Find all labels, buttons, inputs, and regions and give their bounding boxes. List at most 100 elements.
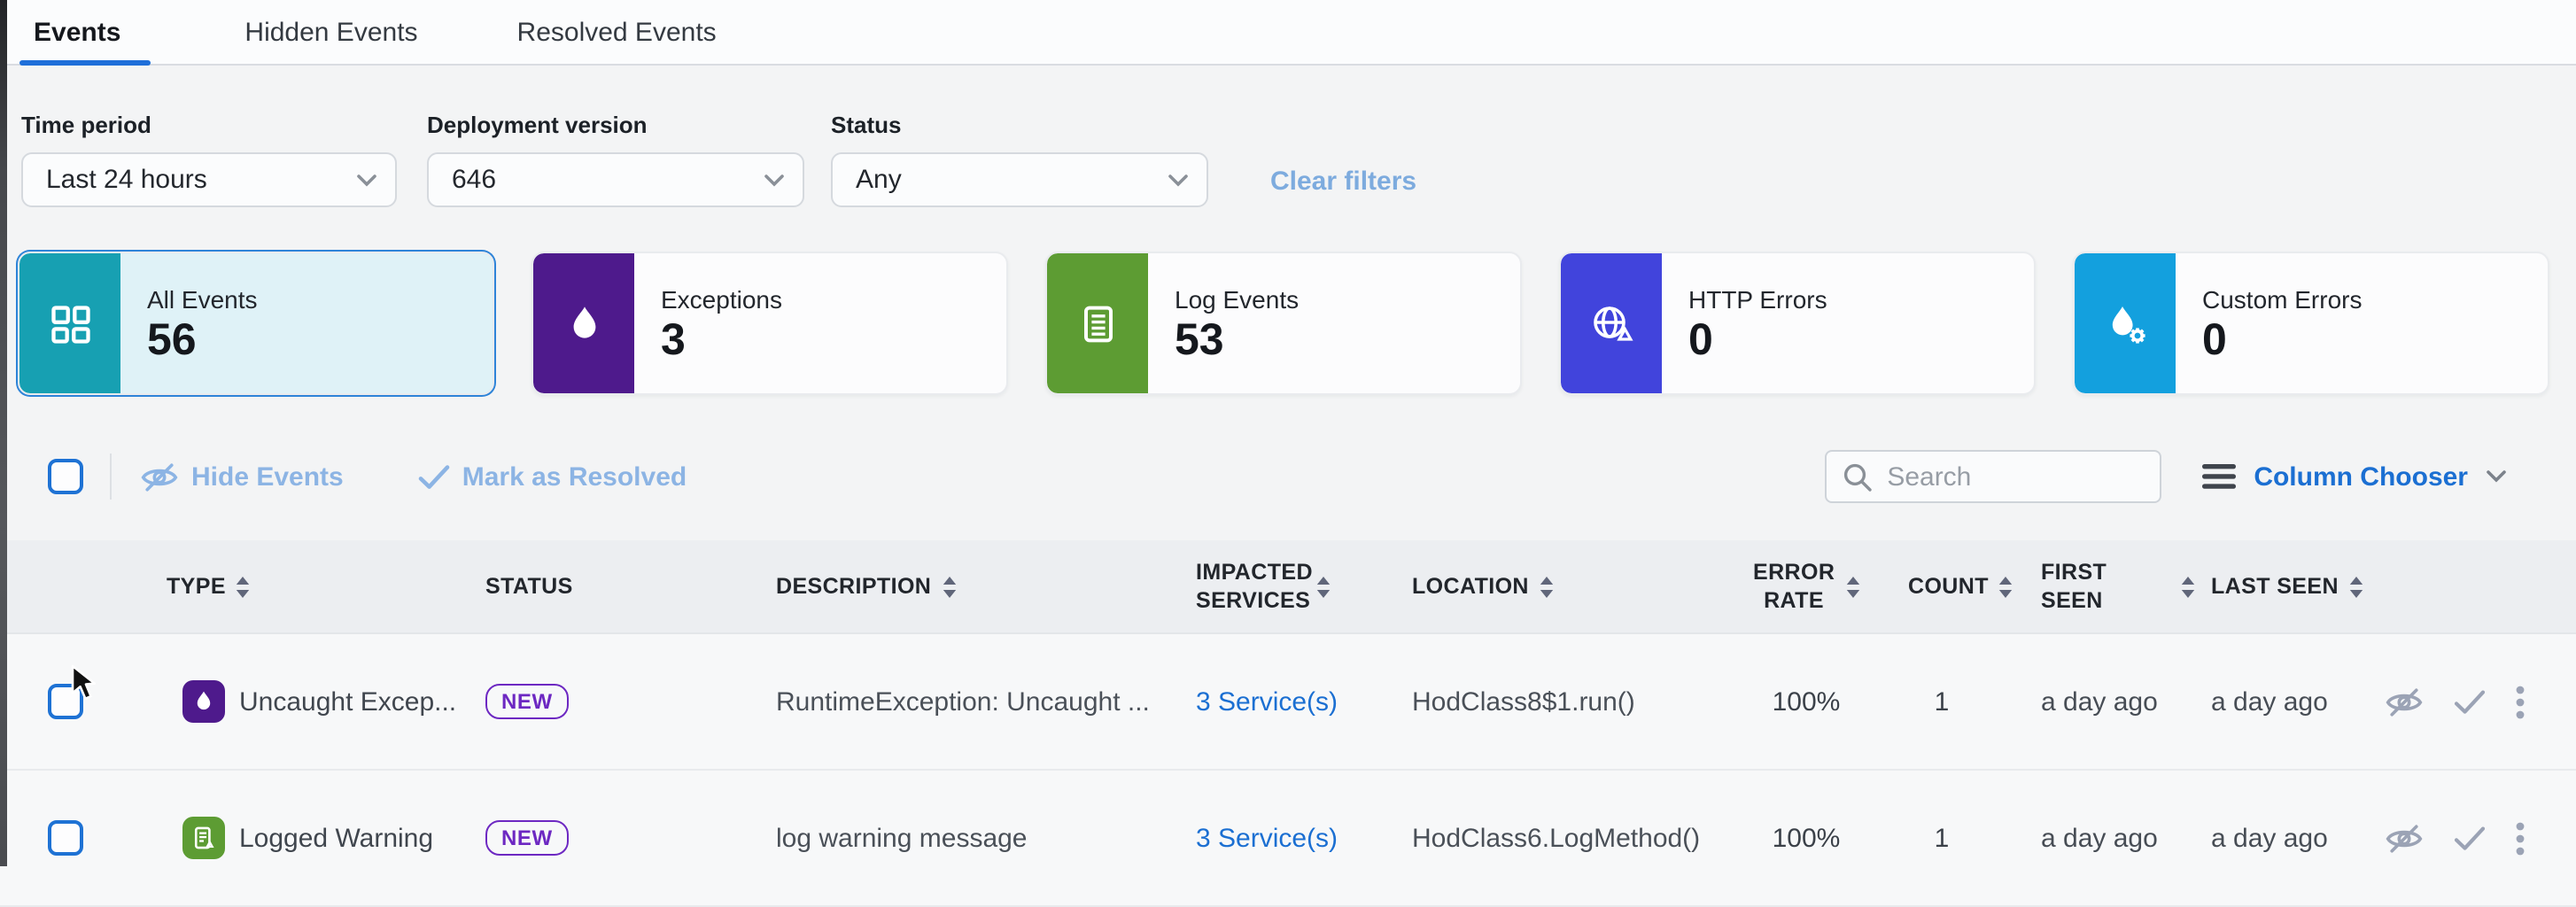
card-log-events-value: 53 (1175, 314, 1224, 364)
deployment-version-value: 646 (452, 165, 497, 195)
card-exceptions[interactable]: Exceptions 3 (531, 252, 1008, 395)
search-input[interactable] (1825, 450, 2162, 503)
column-chooser-button[interactable]: Column Chooser (2202, 461, 2507, 492)
sort-icon[interactable] (1316, 575, 1331, 598)
filter-deployment-version-label: Deployment version (427, 112, 648, 138)
column-status: STATUS (485, 573, 573, 599)
hide-events-label: Hide Events (191, 461, 344, 492)
last-seen-value: a day ago (2211, 686, 2328, 717)
sort-icon[interactable] (2349, 575, 2363, 598)
clear-filters-link[interactable]: Clear filters (1270, 167, 1417, 197)
log-warning-icon (182, 817, 225, 859)
column-location[interactable]: LOCATION (1412, 572, 1740, 601)
table-header: TYPE STATUS DESCRIPTION IMPACTED SERVICE… (0, 540, 2576, 634)
chevron-down-icon (1168, 174, 1188, 186)
active-tab-underline (19, 60, 151, 66)
mark-as-resolved-button[interactable]: Mark as Resolved (418, 461, 687, 492)
deployment-version-select[interactable]: 646 (427, 152, 804, 207)
column-impacted-services[interactable]: IMPACTED SERVICES (1196, 558, 1412, 616)
event-type-label: Logged Warning (239, 823, 434, 853)
status-badge: NEW (485, 684, 569, 719)
event-location: HodClass6.LogMethod() (1412, 823, 1701, 853)
sort-icon[interactable] (1540, 575, 1554, 598)
column-first-seen[interactable]: FIRST SEEN (2011, 558, 2195, 616)
exception-flame-icon (182, 680, 225, 723)
filters-section: Time period Last 24 hours Deployment ver… (0, 66, 2576, 207)
mark-as-resolved-label: Mark as Resolved (462, 461, 687, 492)
sort-icon[interactable] (237, 575, 251, 598)
event-location: HodClass8$1.run() (1412, 686, 1635, 717)
flame-icon (533, 253, 634, 393)
card-all-events[interactable]: All Events 56 (18, 252, 494, 395)
column-last-seen[interactable]: LAST SEEN (2195, 572, 2372, 601)
card-log-events[interactable]: Log Events 53 (1045, 252, 1522, 395)
card-http-errors-label: HTTP Errors (1688, 284, 1827, 313)
status-badge: NEW (485, 820, 569, 856)
search-icon (1844, 463, 1873, 492)
column-chooser-label: Column Chooser (2254, 461, 2468, 492)
sort-icon[interactable] (1999, 575, 2013, 598)
card-custom-errors-value: 0 (2202, 314, 2227, 364)
impacted-services-link[interactable]: 3 Service(s) (1196, 686, 1338, 717)
sort-icon[interactable] (942, 575, 956, 598)
event-description: log warning message (776, 823, 1028, 853)
sort-icon[interactable] (2181, 575, 2195, 598)
hide-event-icon[interactable] (2385, 823, 2424, 853)
filter-status: Status Any (831, 112, 1208, 207)
status-select[interactable]: Any (831, 152, 1208, 207)
resolve-event-icon[interactable] (2454, 688, 2486, 715)
card-exceptions-value: 3 (661, 314, 686, 364)
card-log-events-label: Log Events (1175, 284, 1300, 313)
count-value: 1 (1934, 686, 1950, 717)
tab-resolved-events[interactable]: Resolved Events (517, 0, 717, 64)
column-count[interactable]: COUNT (1873, 572, 2013, 601)
filter-time-period-label: Time period (21, 112, 151, 138)
event-type-label: Uncaught Excep... (239, 686, 457, 717)
tab-events[interactable]: Events (19, 0, 151, 66)
events-table: TYPE STATUS DESCRIPTION IMPACTED SERVICE… (0, 540, 2576, 907)
log-file-icon (1047, 253, 1148, 393)
impacted-services-link[interactable]: 3 Service(s) (1196, 823, 1338, 853)
tab-hidden-events[interactable]: Hidden Events (244, 0, 417, 64)
card-http-errors-value: 0 (1688, 314, 1713, 364)
flame-gear-icon (2075, 253, 2176, 393)
select-all-checkbox[interactable] (48, 459, 83, 494)
table-toolbar: Hide Events Mark as Resolved Column Choo… (0, 439, 2576, 514)
hamburger-icon (2202, 464, 2237, 489)
filter-time-period: Time period Last 24 hours (21, 112, 397, 207)
hide-events-button[interactable]: Hide Events (140, 461, 344, 492)
table-row: Logged Warning NEW log warning message 3… (0, 771, 2576, 907)
last-seen-value: a day ago (2211, 823, 2328, 853)
tab-resolved-events-label: Resolved Events (516, 17, 717, 47)
column-description[interactable]: DESCRIPTION (776, 572, 1196, 601)
card-exceptions-label: Exceptions (661, 284, 782, 313)
first-seen-value: a day ago (2041, 686, 2158, 717)
card-http-errors[interactable]: HTTP Errors 0 (1559, 252, 2036, 395)
kebab-menu-icon[interactable] (2516, 821, 2525, 855)
column-error-rate[interactable]: ERROR RATE (1740, 558, 1873, 616)
check-icon (418, 464, 450, 488)
filter-status-label: Status (831, 112, 902, 138)
resolve-event-icon[interactable] (2454, 825, 2486, 851)
hide-event-icon[interactable] (2385, 686, 2424, 717)
status-value: Any (856, 165, 902, 195)
event-description: RuntimeException: Uncaught ... (776, 686, 1150, 717)
eye-slash-icon (141, 462, 178, 491)
time-period-select[interactable]: Last 24 hours (21, 152, 397, 207)
row-checkbox[interactable] (48, 820, 83, 856)
summary-cards: All Events 56 Exceptions 3 (0, 207, 2576, 395)
toolbar-divider (110, 454, 112, 500)
search-box (1825, 450, 2162, 503)
kebab-menu-icon[interactable] (2516, 685, 2525, 718)
count-value: 1 (1934, 823, 1950, 853)
chevron-down-icon (764, 174, 784, 186)
card-all-events-value: 56 (147, 314, 197, 364)
card-custom-errors[interactable]: Custom Errors 0 (2073, 252, 2549, 395)
card-all-events-label: All Events (147, 284, 258, 313)
row-checkbox[interactable] (48, 684, 83, 719)
sort-icon[interactable] (1845, 575, 1859, 598)
tab-hidden-events-label: Hidden Events (244, 17, 418, 47)
chevron-down-icon (2487, 470, 2506, 483)
column-type[interactable]: TYPE (119, 572, 485, 601)
